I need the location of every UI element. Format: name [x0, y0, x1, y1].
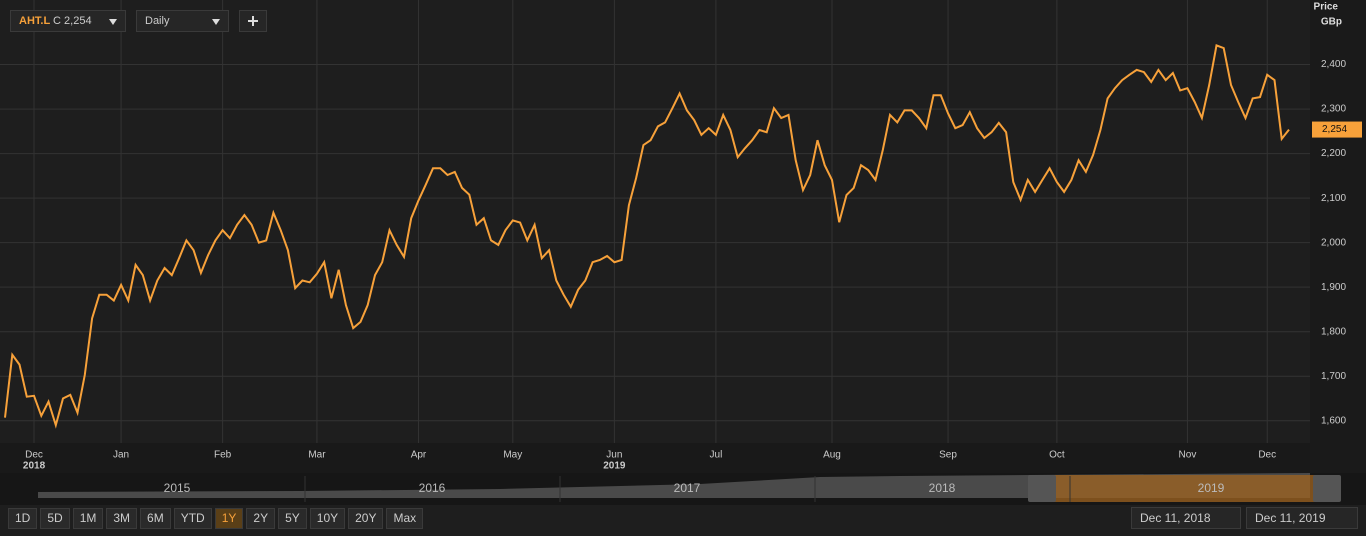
x-year-label: 2018 — [23, 461, 46, 472]
range-button[interactable]: 6M — [140, 508, 171, 529]
y-axis-unit: GBp — [1321, 17, 1342, 28]
price-line — [4, 44, 1290, 429]
y-tick-label: 1,600 — [1321, 415, 1346, 426]
date-to-text: Dec 11, 2019 — [1255, 511, 1326, 525]
x-year-label: 2019 — [603, 461, 626, 472]
y-tick-label: 1,900 — [1321, 282, 1346, 293]
y-axis-label: Price — [1314, 2, 1339, 13]
navigator-year: 2017 — [674, 481, 701, 495]
y-tick-label: 2,300 — [1321, 104, 1346, 115]
date-from[interactable]: Dec 11, 2018 — [1131, 507, 1241, 529]
x-tick-label: Jul — [710, 450, 723, 461]
symbol: AHT.L — [19, 15, 50, 27]
symbol-box[interactable]: AHT.L C 2,254 — [10, 10, 126, 32]
y-tick-label: 2,000 — [1321, 237, 1346, 248]
range-button[interactable]: 1M — [72, 508, 104, 529]
x-tick-label: Nov — [1179, 450, 1197, 461]
range-button[interactable]: 5Y — [278, 508, 307, 529]
last-price-label: 2,254 — [1322, 124, 1347, 135]
x-tick-label: Dec — [25, 450, 43, 461]
price-axis-strip — [1310, 0, 1366, 473]
range-button[interactable]: 10Y — [309, 508, 346, 529]
x-tick-label: Dec — [1258, 450, 1276, 461]
x-tick-label: Feb — [214, 450, 232, 461]
range-button[interactable]: 5D — [40, 508, 70, 529]
dropdown-arrow — [212, 19, 220, 25]
x-tick-label: Apr — [411, 450, 427, 461]
y-tick-label: 2,100 — [1321, 193, 1346, 204]
x-tick-label: Jan — [113, 450, 129, 461]
y-tick-label: 1,800 — [1321, 326, 1346, 337]
x-tick-label: Oct — [1049, 450, 1065, 461]
navigator-year: 2015 — [164, 481, 191, 495]
y-tick-label: 2,200 — [1321, 148, 1346, 159]
x-tick-label: Sep — [939, 450, 957, 461]
quote: C 2,254 — [53, 15, 92, 27]
range-button[interactable]: Max — [386, 508, 424, 529]
x-tick-label: May — [503, 450, 522, 461]
navigator-year: 2019 — [1198, 481, 1225, 495]
x-tick-label: Mar — [308, 450, 326, 461]
range-button[interactable]: 1Y — [214, 508, 244, 529]
navigator-handle[interactable] — [1028, 475, 1056, 502]
range-button[interactable]: 20Y — [348, 508, 384, 529]
range-button[interactable]: YTD — [173, 508, 212, 529]
interval: Daily — [145, 15, 170, 27]
x-tick-label: Jun — [606, 450, 622, 461]
interval-box[interactable]: Daily — [136, 10, 229, 32]
navigator-year: 2018 — [929, 481, 956, 495]
date-from-text: Dec 11, 2018 — [1140, 511, 1211, 525]
date-to[interactable]: Dec 11, 2019 — [1246, 507, 1358, 529]
dropdown-arrow — [109, 19, 117, 25]
navigator-year: 2016 — [419, 481, 446, 495]
add-button[interactable] — [239, 10, 267, 32]
x-tick-label: Aug — [823, 450, 841, 461]
range-button[interactable]: 3M — [106, 508, 138, 529]
range-buttons: 1D 5D 1M 3M 6M YTD 1Y 2Y 5Y 10Y 20Y Max — [8, 508, 424, 529]
range-button[interactable]: 2Y — [246, 508, 276, 529]
last-price-badge — [1312, 121, 1362, 138]
grid — [0, 0, 1310, 443]
navigator-handle[interactable] — [1313, 475, 1341, 502]
navigator-selection[interactable] — [1045, 475, 1315, 502]
range-button[interactable]: 1D — [8, 508, 38, 529]
date-axis-strip — [0, 443, 1310, 473]
navigator-area — [38, 473, 1310, 498]
y-tick-label: 1,700 — [1321, 371, 1346, 382]
plus-icon — [248, 16, 258, 26]
y-tick-label: 2,400 — [1321, 59, 1346, 70]
